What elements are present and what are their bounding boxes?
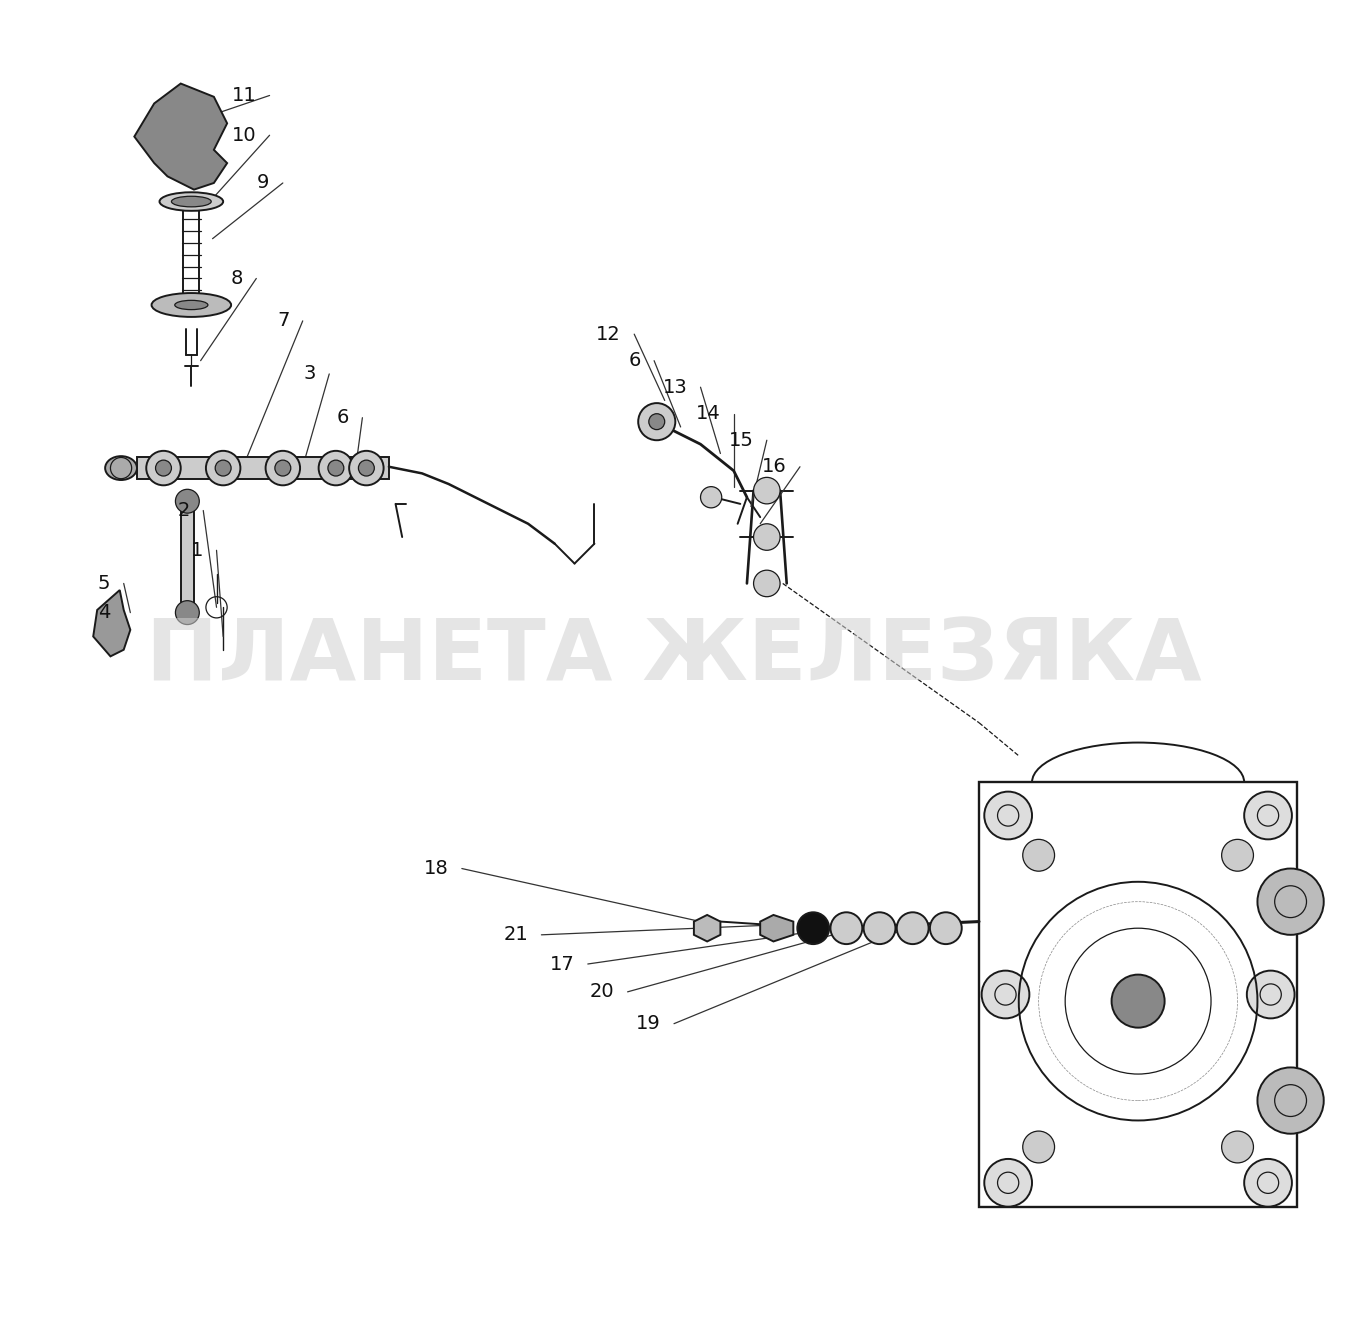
Text: 8: 8 <box>231 269 243 288</box>
Circle shape <box>275 460 291 476</box>
Text: 6: 6 <box>628 351 640 370</box>
Circle shape <box>981 971 1030 1018</box>
Circle shape <box>754 570 780 597</box>
Text: 17: 17 <box>550 955 574 973</box>
Circle shape <box>1244 792 1291 839</box>
Text: ПЛАНЕТА ЖЕЛЕЗЯКА: ПЛАНЕТА ЖЕЛЕЗЯКА <box>146 615 1202 697</box>
Circle shape <box>216 460 231 476</box>
Text: 21: 21 <box>503 926 528 944</box>
Circle shape <box>1023 839 1054 871</box>
Circle shape <box>984 792 1033 839</box>
Text: 18: 18 <box>423 859 449 878</box>
Text: 12: 12 <box>596 325 621 343</box>
Circle shape <box>797 912 829 944</box>
Text: 6: 6 <box>337 408 349 427</box>
Circle shape <box>1247 971 1294 1018</box>
Text: 20: 20 <box>589 983 615 1001</box>
Text: 9: 9 <box>257 174 270 192</box>
Text: 14: 14 <box>696 404 720 423</box>
Polygon shape <box>694 915 720 941</box>
Circle shape <box>1244 1159 1291 1207</box>
Polygon shape <box>135 84 228 190</box>
Circle shape <box>328 460 344 476</box>
Text: 16: 16 <box>762 457 787 476</box>
Circle shape <box>830 912 863 944</box>
Circle shape <box>1023 1131 1054 1163</box>
Text: 15: 15 <box>729 431 754 450</box>
Ellipse shape <box>159 192 224 211</box>
Circle shape <box>266 451 301 485</box>
Polygon shape <box>760 915 794 941</box>
Circle shape <box>175 489 200 513</box>
Circle shape <box>155 460 171 476</box>
Ellipse shape <box>151 293 231 317</box>
Text: 19: 19 <box>636 1014 661 1033</box>
FancyBboxPatch shape <box>979 782 1297 1207</box>
Circle shape <box>146 451 181 485</box>
Circle shape <box>754 477 780 504</box>
Circle shape <box>1258 1067 1324 1134</box>
Bar <box>137 457 390 479</box>
Circle shape <box>359 460 375 476</box>
Ellipse shape <box>171 196 212 207</box>
Circle shape <box>930 912 961 944</box>
Text: 1: 1 <box>191 541 204 560</box>
Circle shape <box>984 1159 1033 1207</box>
Circle shape <box>349 451 384 485</box>
Circle shape <box>638 403 675 440</box>
Text: 11: 11 <box>232 86 256 105</box>
Ellipse shape <box>175 301 208 310</box>
Circle shape <box>896 912 929 944</box>
Text: 13: 13 <box>662 378 687 396</box>
Text: 5: 5 <box>98 574 111 593</box>
Text: 7: 7 <box>278 312 290 330</box>
Text: 2: 2 <box>178 501 190 520</box>
Circle shape <box>701 487 721 508</box>
Circle shape <box>175 601 200 625</box>
Circle shape <box>206 451 240 485</box>
Circle shape <box>1221 1131 1254 1163</box>
Text: 3: 3 <box>303 365 315 383</box>
Circle shape <box>1112 975 1165 1028</box>
Text: 4: 4 <box>98 603 111 622</box>
Polygon shape <box>93 590 131 656</box>
Circle shape <box>1221 839 1254 871</box>
Circle shape <box>754 524 780 550</box>
Bar <box>181 497 194 617</box>
Circle shape <box>318 451 353 485</box>
Circle shape <box>1258 869 1324 935</box>
Text: 10: 10 <box>232 126 256 145</box>
Ellipse shape <box>105 456 137 480</box>
Circle shape <box>864 912 895 944</box>
Circle shape <box>648 414 665 430</box>
